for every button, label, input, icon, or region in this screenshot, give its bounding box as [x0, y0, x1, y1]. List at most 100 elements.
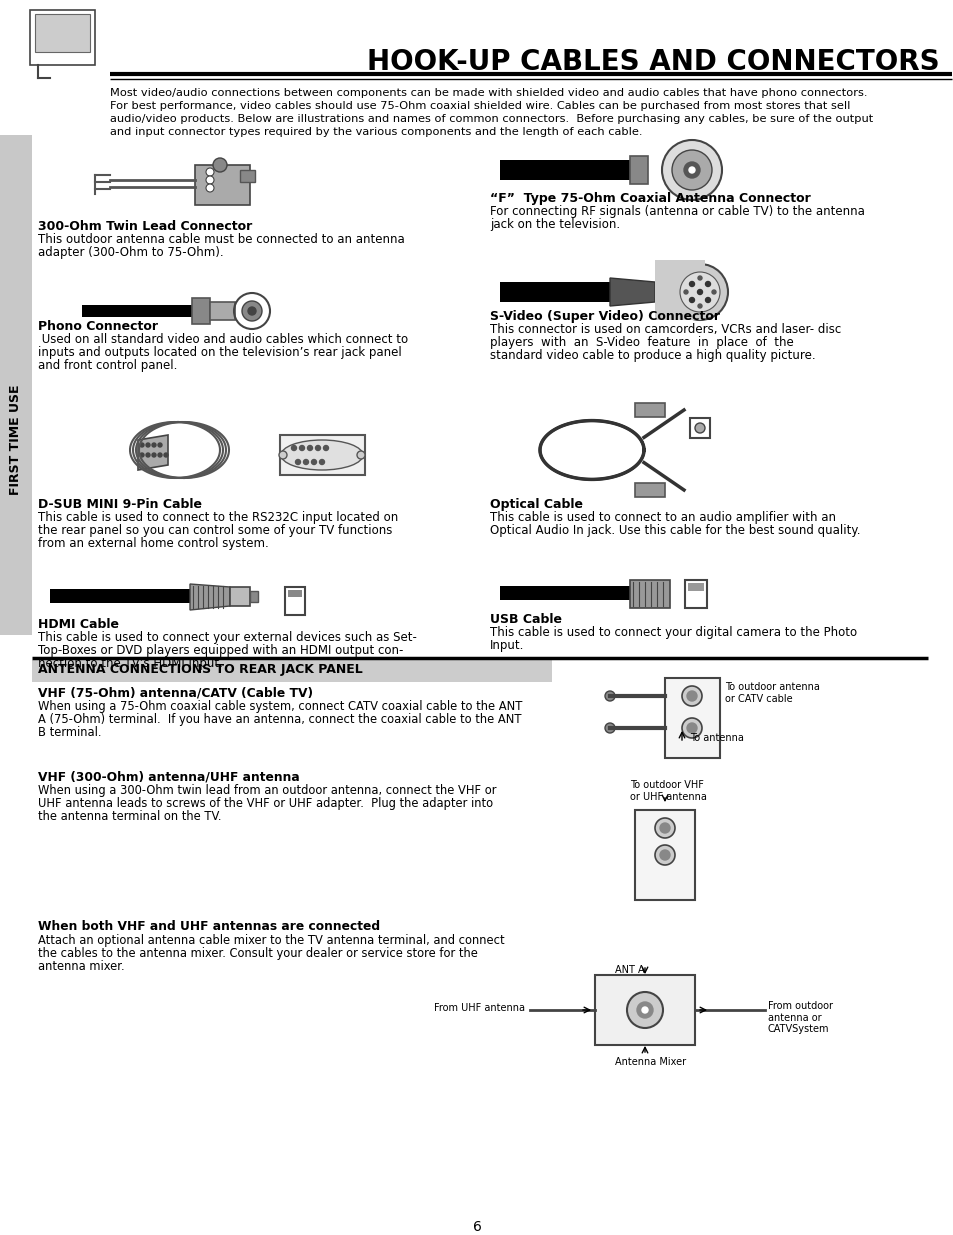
Text: ANT A: ANT A [615, 965, 644, 974]
Circle shape [312, 459, 316, 464]
Circle shape [659, 823, 669, 832]
Text: and input connector types required by the various components and the length of e: and input connector types required by th… [110, 127, 641, 137]
Circle shape [158, 453, 162, 457]
Bar [499, 282, 609, 303]
Bar [684, 580, 706, 608]
Circle shape [679, 272, 720, 312]
Circle shape [681, 685, 701, 706]
Circle shape [698, 304, 701, 308]
Circle shape [604, 722, 615, 734]
Bar [194, 165, 250, 205]
Circle shape [206, 184, 213, 191]
Circle shape [641, 1007, 647, 1013]
Circle shape [698, 275, 701, 280]
Circle shape [655, 818, 675, 839]
Bar [664, 678, 720, 758]
Circle shape [356, 451, 365, 459]
Text: nection to the TV’s HDMI input.: nection to the TV’s HDMI input. [38, 657, 223, 671]
Text: For best performance, video cables should use 75-Ohm coaxial shielded wire. Cabl: For best performance, video cables shoul… [110, 101, 849, 111]
Bar [35, 14, 90, 52]
Circle shape [140, 453, 144, 457]
Circle shape [705, 298, 710, 303]
Bar [32, 659, 552, 682]
Bar [210, 303, 234, 320]
Bar [687, 583, 703, 592]
Bar [629, 156, 647, 184]
Circle shape [671, 149, 711, 190]
Text: When using a 300-Ohm twin lead from an outdoor antenna, connect the VHF or: When using a 300-Ohm twin lead from an o… [38, 784, 496, 797]
Circle shape [655, 845, 675, 864]
Bar [635, 403, 664, 417]
Text: This connector is used on camcorders, VCRs and laser- disc: This connector is used on camcorders, VC… [490, 324, 841, 336]
Circle shape [637, 1002, 652, 1018]
Text: From UHF antenna: From UHF antenna [434, 1003, 524, 1013]
Circle shape [146, 443, 150, 447]
Text: HDMI Cable: HDMI Cable [38, 618, 119, 631]
Text: Most video/audio connections between components can be made with shielded video : Most video/audio connections between com… [110, 88, 866, 98]
Bar [635, 483, 664, 496]
Text: When using a 75-Ohm coaxial cable system, connect CATV coaxial cable to the ANT: When using a 75-Ohm coaxial cable system… [38, 700, 522, 713]
Circle shape [315, 446, 320, 451]
Bar [689, 417, 709, 438]
Polygon shape [609, 278, 655, 306]
Text: ANTENNA CONNECTIONS TO REAR JACK PANEL: ANTENNA CONNECTIONS TO REAR JACK PANEL [38, 663, 362, 676]
Text: FIRST TIME USE: FIRST TIME USE [10, 385, 23, 495]
Text: inputs and outputs located on the television’s rear jack panel: inputs and outputs located on the televi… [38, 346, 401, 359]
Polygon shape [190, 584, 230, 610]
Circle shape [689, 282, 694, 287]
Circle shape [661, 140, 721, 200]
Text: 300-Ohm Twin Lead Connector: 300-Ohm Twin Lead Connector [38, 220, 252, 233]
Text: jack on the television.: jack on the television. [490, 219, 619, 231]
Circle shape [697, 289, 701, 294]
Circle shape [242, 301, 262, 321]
Bar [635, 810, 695, 900]
Text: Top-Boxes or DVD players equipped with an HDMI output con-: Top-Boxes or DVD players equipped with a… [38, 643, 403, 657]
Polygon shape [629, 580, 669, 608]
Text: Attach an optional antenna cable mixer to the TV antenna terminal, and connect: Attach an optional antenna cable mixer t… [38, 934, 504, 947]
Text: Input.: Input. [490, 638, 524, 652]
Bar [595, 974, 695, 1045]
Circle shape [686, 692, 697, 701]
Circle shape [278, 451, 287, 459]
Bar [655, 261, 704, 320]
Circle shape [688, 167, 695, 173]
Text: For connecting RF signals (antenna or cable TV) to the antenna: For connecting RF signals (antenna or ca… [490, 205, 864, 219]
Circle shape [711, 290, 716, 294]
Text: Phono Connector: Phono Connector [38, 320, 158, 333]
Text: players  with  an  S-Video  feature  in  place  of  the: players with an S-Video feature in place… [490, 336, 793, 350]
Circle shape [671, 264, 727, 320]
Text: B terminal.: B terminal. [38, 726, 101, 739]
Circle shape [626, 992, 662, 1028]
Text: antenna mixer.: antenna mixer. [38, 960, 125, 973]
Text: To outdoor antenna
or CATV cable: To outdoor antenna or CATV cable [724, 682, 819, 704]
Bar [230, 587, 250, 606]
Text: and front control panel.: and front control panel. [38, 359, 177, 372]
Circle shape [213, 158, 227, 172]
Circle shape [295, 459, 300, 464]
Circle shape [248, 308, 255, 315]
Polygon shape [138, 435, 168, 471]
Text: standard video cable to produce a high quality picture.: standard video cable to produce a high q… [490, 350, 815, 362]
Text: To outdoor VHF
or UHF antenna: To outdoor VHF or UHF antenna [629, 781, 706, 802]
Bar [30, 10, 95, 65]
Text: To antenna: To antenna [689, 734, 743, 743]
Text: Optical Audio In jack. Use this cable for the best sound quality.: Optical Audio In jack. Use this cable fo… [490, 524, 860, 537]
Circle shape [152, 453, 156, 457]
Circle shape [307, 446, 313, 451]
Text: Optical Cable: Optical Cable [490, 498, 582, 511]
Text: This cable is used to connect your external devices such as Set-: This cable is used to connect your exter… [38, 631, 416, 643]
Bar [250, 592, 257, 601]
Bar [192, 298, 210, 324]
Bar [288, 590, 302, 597]
Text: VHF (300-Ohm) antenna/UHF antenna: VHF (300-Ohm) antenna/UHF antenna [38, 769, 299, 783]
Bar [82, 305, 192, 317]
Text: This cable is used to connect your digital camera to the Photo: This cable is used to connect your digit… [490, 626, 856, 638]
Bar [499, 161, 629, 180]
Circle shape [681, 718, 701, 739]
Ellipse shape [281, 440, 363, 471]
Text: adapter (300-Ohm to 75-Ohm).: adapter (300-Ohm to 75-Ohm). [38, 246, 223, 259]
Text: Used on all standard video and audio cables which connect to: Used on all standard video and audio cab… [38, 333, 408, 346]
Circle shape [604, 692, 615, 701]
Text: audio/video products. Below are illustrations and names of common connectors.  B: audio/video products. Below are illustra… [110, 114, 872, 124]
Text: This cable is used to connect to the RS232C input located on: This cable is used to connect to the RS2… [38, 511, 397, 524]
